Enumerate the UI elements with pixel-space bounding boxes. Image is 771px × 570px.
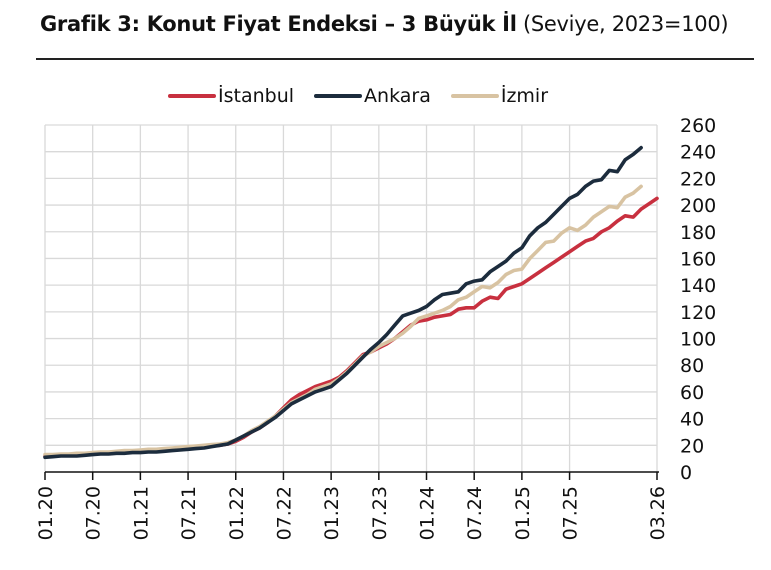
- legend: İstanbul Ankara İzmir: [168, 85, 568, 107]
- legend-item-izmir: İzmir: [450, 85, 549, 107]
- x-tick-label: 01.22: [226, 486, 248, 540]
- chart-title: Grafik 3: Konut Fiyat Endeksi – 3 Büyük …: [40, 12, 729, 36]
- x-tick-label: 01.23: [321, 486, 343, 540]
- legend-swatch-istanbul: [168, 94, 216, 98]
- y-tick-label: 260: [680, 115, 716, 137]
- title-divider: [36, 58, 754, 60]
- y-tick-label: 220: [680, 168, 716, 190]
- gridlines: [44, 124, 658, 472]
- x-tick-label: 07.21: [178, 486, 200, 540]
- y-tick-label: 0: [680, 462, 692, 484]
- y-tick-label: 200: [680, 195, 716, 217]
- series-line-istanbul: [43, 196, 659, 458]
- series-lines: [43, 145, 659, 460]
- x-tick-label: 07.25: [560, 486, 582, 540]
- x-tick-label: 03.26: [647, 486, 669, 540]
- y-tick-label: 160: [680, 248, 716, 270]
- x-axis: 01.20 07.20 01.21 07.21 01.22 07.22 01.23 07.23…: [35, 471, 669, 540]
- y-tick-label: 40: [680, 409, 704, 431]
- legend-label-izmir: İzmir: [500, 85, 549, 107]
- x-tick-label: 07.24: [464, 486, 486, 540]
- x-tick-label: 07.22: [273, 486, 295, 540]
- x-tick-label: 07.20: [83, 486, 105, 540]
- chart-title-subtitle: (Seviye, 2023=100): [516, 12, 729, 36]
- legend-item-ankara: Ankara: [314, 85, 431, 107]
- series-line-izmir: [43, 184, 643, 457]
- chart-title-main: Grafik 3: Konut Fiyat Endeksi – 3 Büyük …: [40, 12, 517, 36]
- x-tick-label: 07.23: [369, 486, 391, 540]
- y-tick-label: 60: [680, 382, 704, 404]
- y-tick-label: 80: [680, 355, 704, 377]
- y-tick-label: 20: [680, 435, 704, 457]
- legend-swatch-izmir: [450, 94, 499, 98]
- series-line-ankara: [43, 145, 643, 460]
- legend-item-istanbul: İstanbul: [168, 85, 294, 107]
- y-tick-label: 180: [680, 222, 716, 244]
- y-tick-label: 100: [680, 329, 716, 351]
- y-tick-label: 240: [680, 142, 716, 164]
- x-tick-label: 01.21: [130, 486, 152, 540]
- x-tick-label: 01.20: [35, 486, 57, 540]
- legend-swatch-ankara: [314, 94, 363, 98]
- legend-label-ankara: Ankara: [364, 85, 431, 107]
- y-tick-label: 140: [680, 275, 716, 297]
- x-tick-label: 01.25: [512, 486, 534, 540]
- x-tick-label: 01.24: [417, 486, 439, 540]
- y-axis-labels: 0 20 40 60 80 100 120 140 160 180 200 220 240 260: [680, 115, 716, 484]
- y-tick-label: 120: [680, 302, 716, 324]
- legend-label-istanbul: İstanbul: [218, 85, 295, 107]
